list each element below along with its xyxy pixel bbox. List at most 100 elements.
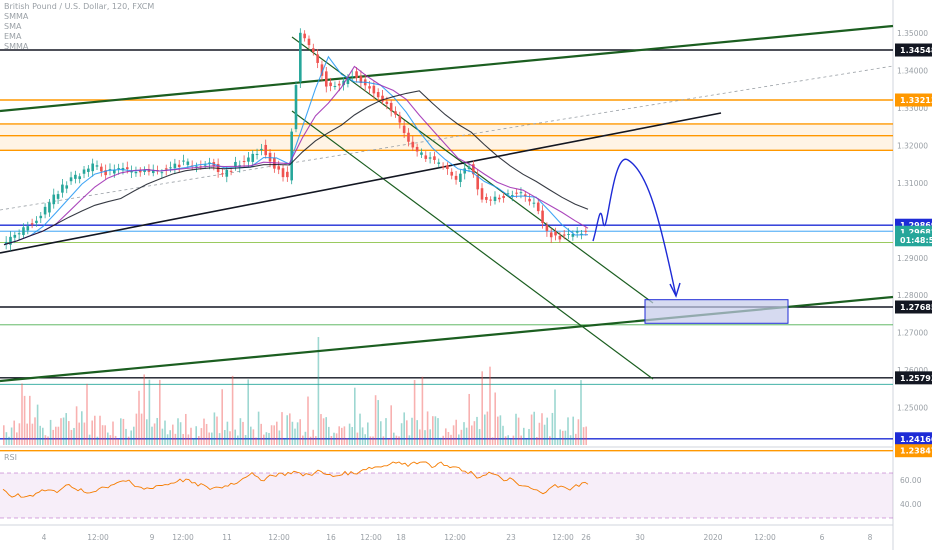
volume-bar [55, 426, 57, 445]
volume-bar [44, 435, 47, 445]
black-trend-line [0, 112, 722, 254]
candle-body [368, 86, 371, 89]
volume-bar [554, 389, 556, 445]
volume-bar [159, 379, 161, 445]
volume-bar [190, 427, 192, 445]
volume-bar [278, 430, 281, 445]
candle-body [549, 232, 553, 238]
volume-bar [473, 421, 476, 445]
volume-bar [140, 413, 143, 445]
volume-bar [8, 436, 10, 445]
volume-bar [335, 433, 338, 445]
volume-bar [356, 432, 359, 445]
candle-body [299, 32, 302, 83]
candle-body [359, 76, 363, 84]
candle-body [329, 82, 332, 87]
time-tick: 12:00 [268, 533, 290, 542]
candle-body [485, 196, 488, 200]
volume-bar [317, 337, 320, 445]
candle-body [407, 132, 410, 142]
time-tick: 9 [150, 533, 155, 542]
volume-bar [494, 392, 496, 445]
candle-body [324, 71, 328, 87]
candle-body [389, 102, 393, 112]
candle-body [151, 170, 155, 174]
time-tick: 26 [581, 533, 591, 542]
volume-bar [21, 383, 23, 445]
study-smma-2[interactable]: SMMA [4, 42, 29, 51]
volume-bar [398, 436, 400, 445]
candle-body [536, 202, 540, 212]
price-label-box [895, 233, 932, 247]
volume-bar [112, 421, 114, 445]
candle-body [182, 160, 185, 162]
volume-bar [107, 432, 109, 445]
volume-bar [582, 427, 585, 445]
volume-bar [281, 412, 283, 445]
volume-bar [575, 433, 577, 445]
volume-bar [164, 420, 166, 445]
price-label: 1.29682 [900, 228, 932, 237]
volume-bar [205, 423, 208, 445]
candle-body [510, 195, 514, 197]
volume-bar [234, 429, 236, 445]
volume-bar [543, 424, 546, 445]
volume-bar [538, 422, 541, 445]
candle-body [463, 168, 467, 174]
candle-body [489, 199, 492, 201]
volume-bar [512, 435, 515, 445]
chart-legend: British Pound / U.S. Dollar, 120, FXCM S… [4, 2, 154, 52]
candle-body [4, 241, 8, 245]
candle-body [571, 234, 575, 237]
price-tick: 1.26000 [897, 366, 928, 375]
candle-body [138, 170, 142, 173]
volume-bar [273, 425, 275, 445]
candle-body [541, 210, 544, 224]
candle-body [13, 234, 17, 238]
study-ema[interactable]: EMA [4, 32, 22, 41]
volume-bar [68, 421, 70, 445]
volume-bar [325, 417, 327, 445]
volume-bar [351, 426, 353, 445]
volume-bar [525, 438, 528, 445]
candle-body [523, 194, 527, 197]
candle-body [333, 85, 337, 87]
volume-bar [130, 430, 132, 445]
volume-bar [403, 412, 405, 445]
rsi-tick-40: 40.00 [900, 500, 922, 509]
volume-bar [224, 430, 226, 445]
candle-body [260, 148, 263, 151]
candle-body [234, 161, 237, 167]
candle-body [502, 195, 505, 198]
candle-body [532, 202, 536, 204]
volume-bar [510, 438, 512, 445]
candle-body [575, 231, 579, 233]
time-tick: 12:00 [172, 533, 194, 542]
volume-bar [341, 427, 343, 445]
candle-body [398, 115, 402, 123]
price-tick: 1.29000 [897, 254, 928, 263]
volume-bar [104, 425, 106, 445]
volume-bar [265, 432, 268, 445]
study-sma[interactable]: SMA [4, 22, 22, 31]
volume-bar [546, 417, 548, 445]
volume-bar [226, 421, 229, 445]
volume-bar [161, 428, 164, 445]
candle-body [9, 236, 12, 245]
volume-bar [263, 434, 265, 445]
volume-bar [88, 434, 91, 445]
study-smma[interactable]: SMMA [4, 12, 29, 21]
projection-path [592, 158, 677, 297]
symbol-title[interactable]: British Pound / U.S. Dollar, 120, FXCM [4, 2, 155, 11]
volume-bar [346, 438, 348, 445]
candle-body [312, 48, 315, 52]
candle-body [91, 163, 94, 172]
volume-bar [244, 435, 247, 445]
volume-bar [257, 411, 260, 445]
volume-bar [283, 438, 286, 445]
candle-body [130, 171, 133, 173]
price-label-box [895, 93, 932, 107]
volume-bar [200, 428, 203, 445]
